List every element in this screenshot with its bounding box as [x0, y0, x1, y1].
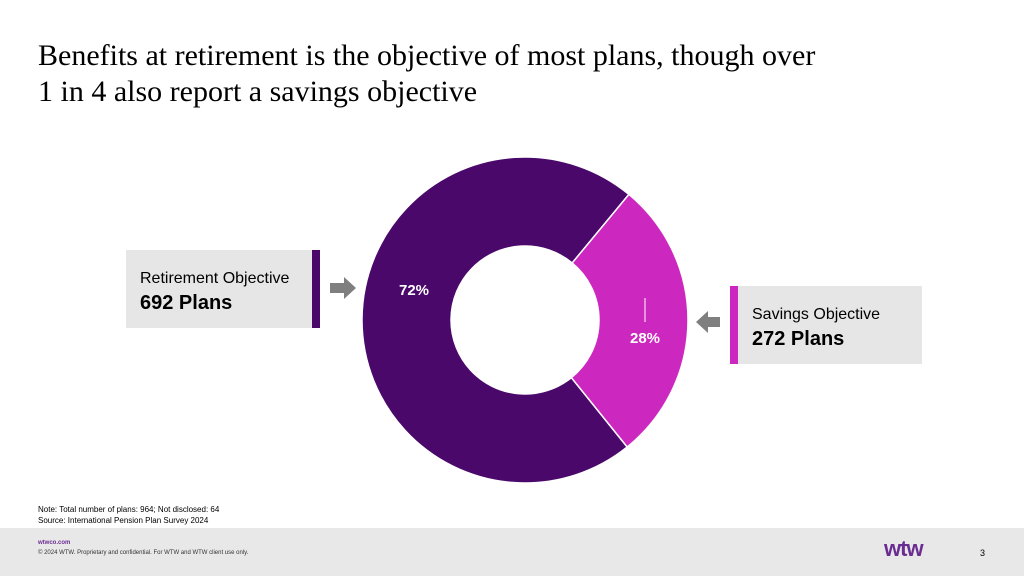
- page-number: 3: [980, 548, 986, 558]
- slice-savings: [570, 193, 689, 449]
- retirement-callout-label: Retirement Objective: [140, 270, 290, 287]
- arrow-right-icon: [330, 277, 356, 299]
- savings-callout: Savings Objective 272 Plans: [738, 286, 922, 364]
- slice-label-savings: 28%: [630, 330, 660, 347]
- savings-callout-value: 272 Plans: [752, 328, 845, 350]
- footer-site-link[interactable]: wtwco.com: [38, 540, 71, 546]
- slice-retirement: [361, 156, 630, 484]
- source-text: Source: International Pension Plan Surve…: [38, 516, 209, 525]
- arrow-left-icon: [696, 311, 720, 333]
- note-text: Note: Total number of plans: 964; Not di…: [38, 505, 220, 514]
- title-line-1: Benefits at retirement is the objective …: [38, 39, 816, 72]
- wtw-logo: wtw: [884, 536, 924, 561]
- retirement-callout: Retirement Objective 692 Plans: [126, 250, 312, 328]
- savings-callout-label: Savings Objective: [752, 306, 881, 323]
- page-title: Benefits at retirement is the objective …: [38, 38, 998, 110]
- slice-label-retirement: 72%: [399, 282, 429, 299]
- retirement-callout-value: 692 Plans: [140, 292, 233, 314]
- footer-copyright: © 2024 WTW. Proprietary and confidential…: [38, 550, 249, 556]
- savings-accent-bar: [730, 286, 738, 364]
- title-line-2: 1 in 4 also report a savings objective: [38, 75, 478, 108]
- retirement-accent-bar: [312, 250, 320, 328]
- footer: wtwco.com © 2024 WTW. Proprietary and co…: [0, 528, 1024, 576]
